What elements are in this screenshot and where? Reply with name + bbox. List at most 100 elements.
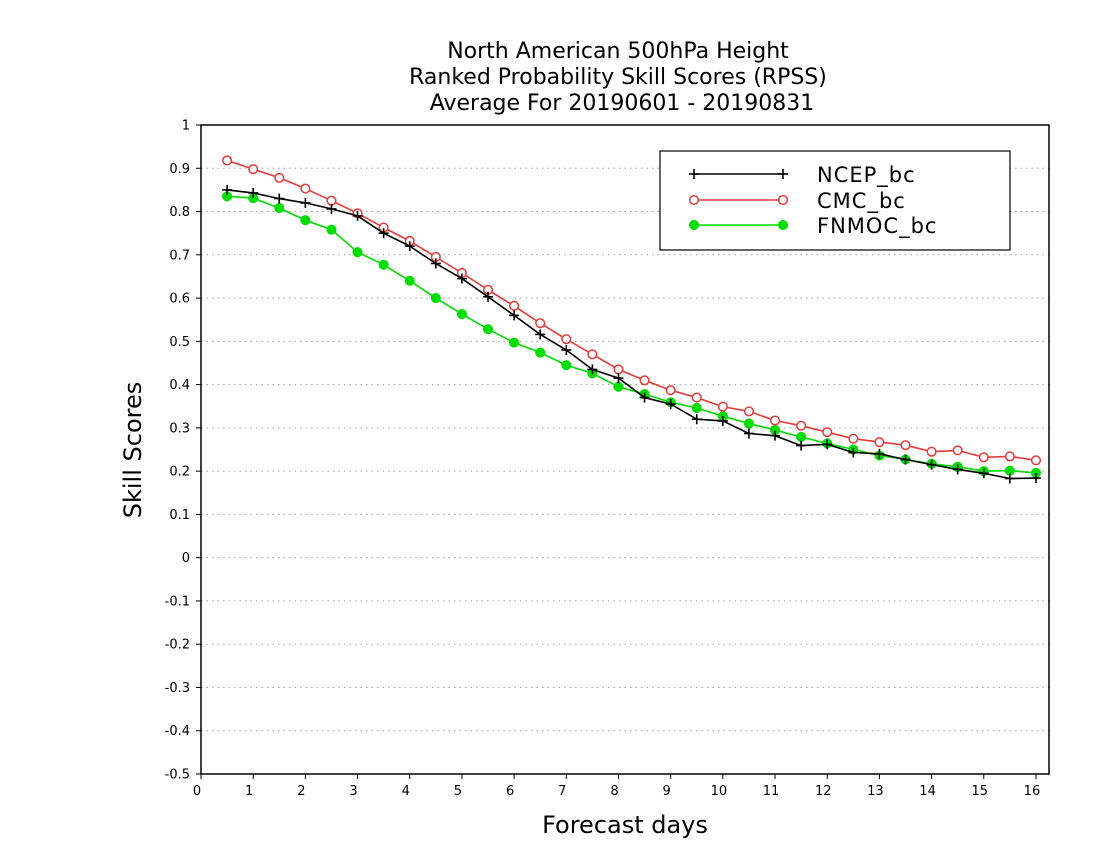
series-ncep-bc — [222, 184, 1041, 484]
x-tick-label: 1 — [245, 784, 253, 799]
data-point-cmc-bc — [848, 433, 859, 444]
data-point-ncep-bc — [926, 459, 937, 470]
series-line-ncep-bc — [227, 189, 1037, 480]
legend-item-fnmoc-bc: FNMOC_bc — [688, 214, 937, 239]
data-point-ncep-bc — [691, 414, 702, 425]
data-point-ncep-bc — [848, 447, 859, 458]
legend-label: FNMOC_bc — [817, 214, 937, 239]
x-tick-label: 6 — [506, 784, 514, 799]
series-layer — [222, 155, 1042, 484]
data-point-cmc-bc — [326, 195, 337, 206]
data-point-ncep-bc — [743, 428, 754, 439]
data-point-cmc-bc — [561, 334, 572, 345]
x-tick-label: 4 — [402, 784, 410, 799]
legend-label: CMC_bc — [817, 189, 906, 214]
data-point-fnmoc-bc — [613, 381, 624, 392]
x-tick-label: 12 — [815, 784, 832, 799]
legend-item-ncep-bc: NCEP_bc — [689, 163, 916, 188]
data-point-ncep-bc — [952, 464, 963, 475]
data-point-fnmoc-bc — [796, 431, 807, 443]
y-tick-label: 0.3 — [169, 421, 190, 436]
x-tick-label: 7 — [558, 784, 566, 799]
data-point-cmc-bc — [926, 446, 937, 457]
y-tick-label: -0.2 — [165, 638, 190, 653]
y-tick-label: 0 — [182, 551, 190, 566]
y-tick-label: 0.2 — [169, 465, 190, 480]
data-point-ncep-bc — [978, 468, 989, 479]
data-point-fnmoc-bc — [352, 247, 363, 258]
y-tick-label: -0.3 — [165, 681, 190, 696]
legend-marker — [688, 194, 700, 206]
legend-label: NCEP_bc — [817, 163, 916, 188]
chart-title-line-2: Ranked Probability Skill Scores (RPSS) — [409, 65, 827, 90]
legend-marker — [777, 219, 789, 231]
data-point-cmc-bc — [743, 406, 754, 417]
y-tick-label: 0.4 — [169, 378, 190, 393]
x-tick-label: 11 — [763, 784, 780, 799]
x-tick-label: 13 — [867, 784, 884, 799]
legend-marker — [777, 194, 789, 206]
y-tick-label: 0.5 — [169, 335, 190, 350]
data-point-fnmoc-bc — [430, 293, 441, 304]
data-point-fnmoc-bc — [404, 275, 415, 286]
data-point-ncep-bc — [274, 193, 285, 204]
data-point-cmc-bc — [300, 183, 311, 194]
data-point-ncep-bc — [1004, 473, 1015, 484]
data-point-ncep-bc — [900, 454, 911, 465]
data-point-ncep-bc — [874, 448, 885, 459]
y-axis-label: Skill Scores — [119, 382, 147, 519]
data-point-ncep-bc — [352, 210, 363, 221]
data-point-ncep-bc — [796, 440, 807, 451]
data-point-cmc-bc — [796, 420, 807, 431]
y-tick-label: 1 — [182, 119, 190, 134]
x-tick-label: 15 — [971, 784, 988, 799]
data-point-ncep-bc — [326, 203, 337, 214]
data-point-cmc-bc — [874, 437, 885, 448]
data-point-cmc-bc — [900, 440, 911, 451]
legend-marker — [688, 219, 700, 231]
data-point-fnmoc-bc — [509, 337, 520, 348]
data-point-ncep-bc — [639, 392, 650, 403]
legend-marker — [778, 169, 788, 179]
data-point-fnmoc-bc — [300, 215, 311, 226]
data-point-cmc-bc — [1030, 455, 1042, 466]
data-point-fnmoc-bc — [456, 309, 467, 320]
data-point-cmc-bc — [509, 300, 520, 311]
x-tick-label: 14 — [919, 784, 936, 799]
plot-frame — [200, 124, 1050, 775]
legend-marker — [689, 169, 699, 179]
data-point-ncep-bc — [430, 258, 441, 269]
x-tick-label: 9 — [663, 784, 671, 799]
data-point-cmc-bc — [691, 392, 702, 403]
data-point-fnmoc-bc — [274, 203, 285, 214]
data-point-ncep-bc — [378, 228, 389, 239]
data-point-cmc-bc — [613, 364, 624, 375]
data-point-ncep-bc — [613, 373, 624, 384]
data-point-ncep-bc — [483, 291, 494, 302]
axis-ticks: -0.5 -0.4 -0.3 -0.2 -0.1 0 0.1 0.2 0.3 0.4 0.5 0.6 0… — [165, 119, 1041, 800]
data-point-ncep-bc — [717, 415, 728, 426]
x-tick-label: 10 — [711, 784, 728, 799]
x-tick-label: 3 — [349, 784, 357, 799]
x-tick-label: 2 — [297, 784, 305, 799]
data-point-cmc-bc — [952, 445, 963, 456]
data-point-ncep-bc — [509, 310, 520, 321]
legend-item-cmc-bc: CMC_bc — [688, 189, 906, 214]
data-point-ncep-bc — [665, 399, 676, 410]
data-point-ncep-bc — [404, 241, 415, 252]
y-tick-label: -0.4 — [165, 724, 190, 739]
data-point-cmc-bc — [665, 385, 676, 396]
x-tick-label: 0 — [193, 784, 201, 799]
data-point-cmc-bc — [535, 318, 546, 329]
data-point-fnmoc-bc — [743, 418, 754, 429]
data-point-ncep-bc — [535, 329, 546, 340]
data-point-ncep-bc — [248, 187, 259, 198]
data-point-cmc-bc — [222, 155, 233, 166]
data-point-ncep-bc — [222, 184, 233, 195]
data-point-ncep-bc — [456, 273, 467, 284]
data-point-cmc-bc — [274, 172, 285, 183]
data-point-fnmoc-bc — [326, 224, 337, 235]
data-point-ncep-bc — [822, 439, 833, 450]
y-tick-label: 0.6 — [169, 292, 190, 307]
